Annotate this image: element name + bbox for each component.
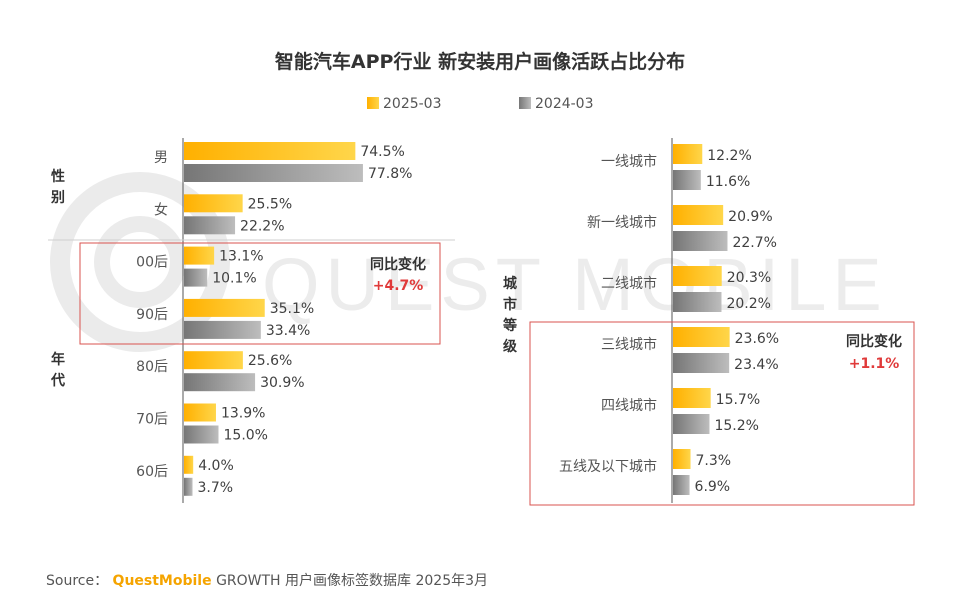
right-value-label-2025: 12.2% bbox=[707, 148, 751, 164]
right-value-label-2024: 6.9% bbox=[695, 479, 731, 495]
right-group-label-char-3: 等 bbox=[503, 317, 517, 334]
watermark-ring-inner bbox=[94, 216, 186, 308]
left-group-label-age-char-1: 年 bbox=[51, 351, 65, 368]
right-bar-2025 bbox=[673, 266, 722, 286]
right-bar-2024 bbox=[673, 231, 728, 251]
right-group-label-char-4: 级 bbox=[503, 338, 518, 355]
left-bar-2025 bbox=[184, 246, 215, 265]
left-bar-2024 bbox=[184, 268, 208, 287]
right-bar-2024 bbox=[673, 414, 710, 434]
right-value-label-2024: 23.4% bbox=[734, 357, 778, 373]
right-value-label-2024: 22.7% bbox=[732, 235, 776, 251]
right-highlight-title: 同比变化 bbox=[846, 333, 902, 350]
left-bar-2024 bbox=[184, 373, 256, 392]
left-value-label-2024: 22.2% bbox=[240, 218, 284, 234]
right-bar-2025 bbox=[673, 327, 730, 347]
left-panel: 同比变化 +4.7% 性 别 年 代 男 74.5% 77.8% 女 25.5% 22.2… bbox=[48, 138, 455, 503]
left-value-label-2024: 33.4% bbox=[266, 323, 310, 339]
left-highlight-value: +4.7% bbox=[373, 278, 424, 294]
left-group-label-gender-char-2: 别 bbox=[50, 190, 65, 206]
left-bar-2024 bbox=[184, 320, 261, 339]
right-group-label-city-tier: 城 市 等 级 bbox=[503, 275, 518, 355]
right-bar-2025 bbox=[673, 205, 724, 225]
right-value-label-2025: 7.3% bbox=[696, 453, 732, 469]
left-value-label-2025: 74.5% bbox=[360, 144, 404, 160]
left-value-label-2024: 15.0% bbox=[224, 428, 268, 444]
right-category-label: 五线及以下城市 bbox=[559, 458, 657, 475]
source-suffix: GROWTH 用户画像标签数据库 2025年3月 bbox=[216, 573, 489, 589]
left-bar-2025 bbox=[184, 403, 216, 422]
legend-swatch-2025 bbox=[367, 97, 379, 109]
right-category-label: 四线城市 bbox=[601, 397, 657, 414]
left-group-label-gender: 性 别 bbox=[50, 168, 65, 206]
left-category-label: 70后 bbox=[136, 412, 168, 428]
left-bar-2025 bbox=[184, 351, 243, 370]
left-value-label-2025: 35.1% bbox=[270, 301, 314, 317]
left-bar-2025 bbox=[184, 298, 265, 317]
right-category-label: 一线城市 bbox=[601, 153, 657, 170]
legend: 2025-03 2024-03 bbox=[367, 96, 594, 112]
right-value-label-2024: 20.2% bbox=[726, 296, 770, 312]
right-panel: 同比变化 +1.1% 城 市 等 级 一线城市 12.2% 11.6% 新一线城市 20… bbox=[503, 138, 915, 506]
right-value-label-2025: 20.3% bbox=[727, 270, 771, 286]
left-category-label: 60后 bbox=[136, 464, 168, 480]
right-category-label: 三线城市 bbox=[601, 336, 657, 353]
right-bar-2025 bbox=[673, 144, 703, 164]
left-value-label-2024: 10.1% bbox=[212, 271, 256, 287]
right-category-label: 二线城市 bbox=[601, 275, 657, 292]
left-category-label: 80后 bbox=[136, 359, 168, 375]
legend-swatch-2024 bbox=[519, 97, 531, 109]
left-value-label-2025: 4.0% bbox=[198, 458, 234, 474]
left-bar-2025 bbox=[184, 455, 194, 474]
left-category-label: 00后 bbox=[136, 255, 168, 271]
source-prefix: Source： bbox=[46, 573, 109, 589]
right-value-label-2024: 15.2% bbox=[714, 418, 758, 434]
right-group-label-char-1: 城 bbox=[503, 275, 517, 292]
left-category-label: 男 bbox=[154, 150, 168, 166]
right-category-label: 新一线城市 bbox=[587, 214, 657, 231]
watermark-ring-outer bbox=[50, 172, 230, 352]
left-value-label-2024: 30.9% bbox=[260, 375, 304, 391]
left-bar-2025 bbox=[184, 142, 356, 160]
watermark: QUEST MOBILE bbox=[50, 172, 888, 352]
right-highlight-value: +1.1% bbox=[849, 356, 900, 372]
left-bar-2024 bbox=[184, 425, 219, 444]
left-highlight-title: 同比变化 bbox=[370, 256, 426, 273]
right-value-label-2024: 11.6% bbox=[706, 174, 750, 190]
legend-label-2024: 2024-03 bbox=[535, 96, 594, 112]
left-bar-2024 bbox=[184, 164, 363, 182]
right-bar-2024 bbox=[673, 475, 690, 495]
left-highlight-box bbox=[79, 242, 441, 345]
right-value-label-2025: 15.7% bbox=[716, 392, 760, 408]
chart-title: 智能汽车APP行业 新安装用户画像活跃占比分布 bbox=[275, 50, 685, 73]
left-value-label-2025: 25.5% bbox=[248, 196, 292, 212]
left-value-label-2025: 13.1% bbox=[219, 249, 263, 265]
source-note: Source： QuestMobile GROWTH 用户画像标签数据库 202… bbox=[46, 570, 488, 590]
right-bar-2024 bbox=[673, 353, 730, 373]
left-category-label: 90后 bbox=[136, 307, 168, 323]
watermark-text: QUEST MOBILE bbox=[262, 243, 888, 326]
left-value-label-2024: 3.7% bbox=[198, 480, 234, 496]
left-value-label-2024: 77.8% bbox=[368, 166, 412, 182]
right-group-label-char-2: 市 bbox=[503, 296, 517, 313]
right-bar-2024 bbox=[673, 170, 701, 190]
right-bar-2025 bbox=[673, 388, 711, 408]
left-category-label: 女 bbox=[154, 201, 168, 218]
left-group-label-age-char-2: 代 bbox=[50, 372, 65, 389]
source-brand: QuestMobile bbox=[112, 573, 212, 589]
left-bar-2024 bbox=[184, 477, 193, 496]
left-bar-2024 bbox=[184, 216, 236, 235]
right-value-label-2025: 23.6% bbox=[735, 331, 779, 347]
left-value-label-2025: 25.6% bbox=[248, 353, 292, 369]
left-group-label-gender-char-1: 性 bbox=[51, 168, 65, 185]
left-value-label-2025: 13.9% bbox=[221, 406, 265, 422]
legend-label-2025: 2025-03 bbox=[383, 96, 442, 112]
right-bar-2025 bbox=[673, 449, 691, 469]
right-value-label-2025: 20.9% bbox=[728, 209, 772, 225]
right-bar-2024 bbox=[673, 292, 722, 312]
right-highlight-box bbox=[529, 321, 915, 506]
left-bar-2025 bbox=[184, 194, 243, 213]
left-group-label-age: 年 代 bbox=[50, 351, 65, 389]
